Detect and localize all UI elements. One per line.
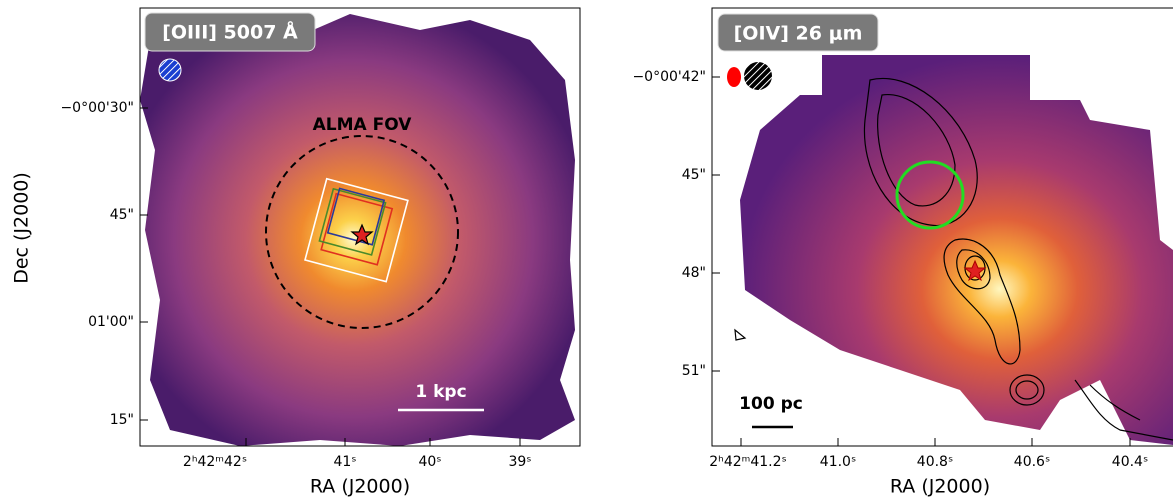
x-tick-label: 40.4ˢ	[1112, 454, 1148, 470]
y-tick-label: 01'00"	[88, 314, 134, 330]
annotation: ALMA FOV	[313, 115, 413, 135]
x-tick-label: 40.6ˢ	[1014, 454, 1050, 470]
panel-label: [OIII] 5007 Å	[162, 20, 298, 44]
x-tick-label: 40.8ˢ	[917, 454, 953, 470]
x-tick-label: 2ʰ42ᵐ41.2ˢ	[709, 454, 787, 470]
figure: [OIII] 5007 Å ALMA FOV 1 kpc 2ʰ42ᵐ42ˢ 41…	[0, 0, 1173, 499]
x-tick-label: 39ˢ	[508, 454, 531, 470]
y-axis-label: Dec (J2000)	[11, 172, 33, 284]
x-tick-label: 41.0ˢ	[820, 454, 856, 470]
x-axis-label: RA (J2000)	[890, 476, 990, 498]
scale-label: 1 kpc	[415, 382, 466, 402]
x-tick-label: 2ʰ42ᵐ42ˢ	[183, 454, 247, 470]
x-tick-label: 40ˢ	[418, 454, 441, 470]
panel-label: [OIV] 26 μm	[734, 23, 863, 45]
y-tick-label: −0°00'30"	[60, 100, 134, 116]
oiii-image	[140, 14, 575, 446]
y-tick-label: 51"	[682, 363, 706, 379]
oiv-image	[727, 55, 1173, 445]
x-axis-label: RA (J2000)	[310, 476, 410, 498]
y-tick-label: −0°00'42"	[632, 69, 706, 85]
y-tick-label: 45"	[110, 207, 134, 223]
y-tick-label: 15"	[110, 412, 134, 428]
y-tick-label: 45"	[682, 167, 706, 183]
scale-label: 100 pc	[739, 394, 803, 414]
x-tick-label: 41ˢ	[333, 454, 356, 470]
y-tick-label: 48"	[682, 265, 706, 281]
